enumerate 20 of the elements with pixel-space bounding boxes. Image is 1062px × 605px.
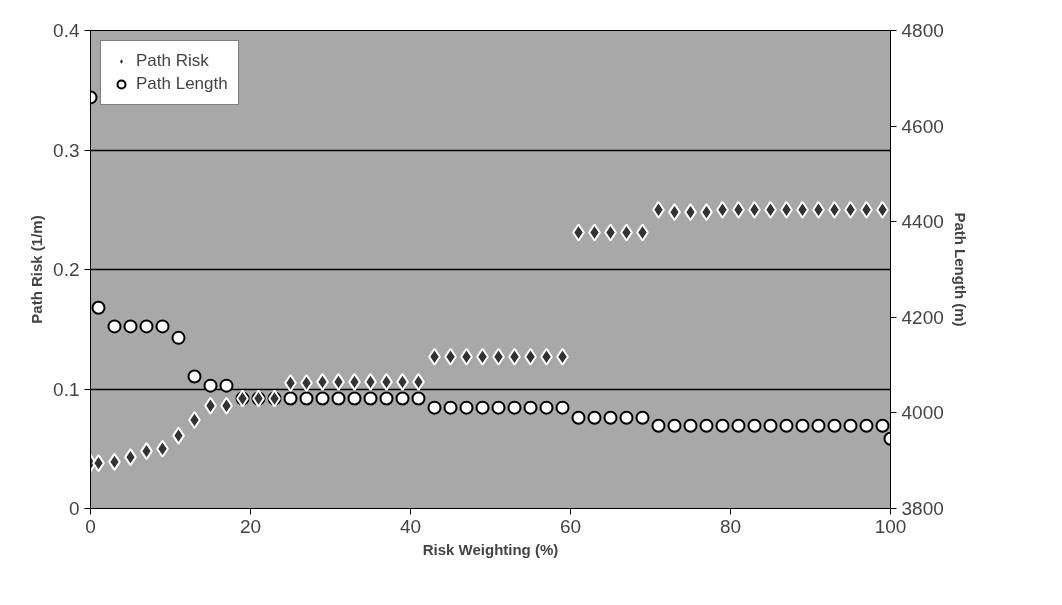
y-tick-label: 0.1 xyxy=(53,378,80,400)
y2-tick-label: 4000 xyxy=(901,402,944,424)
y-tick-label: 0.2 xyxy=(53,259,80,280)
y2-axis-title: Path Length (m) xyxy=(951,212,969,327)
y-tick-label: 0 xyxy=(68,498,80,519)
y2-tick-label: 4800 xyxy=(901,20,944,41)
y2-tick-label: 4400 xyxy=(901,211,944,233)
x-tick-label: 60 xyxy=(559,515,582,537)
y-tick-label: 0.3 xyxy=(53,139,80,161)
y2-tick-label: 4600 xyxy=(901,115,944,137)
y2-tick-label: 4200 xyxy=(901,306,944,328)
legend-label: Path Risk xyxy=(136,51,209,71)
y-axis-title: Path Risk (1/m) xyxy=(28,215,46,324)
x-tick-label: 40 xyxy=(399,515,422,537)
x-axis-title: Risk Weighting (%) xyxy=(422,540,559,558)
x-tick-label: 0 xyxy=(85,515,96,537)
legend-label: Path Length xyxy=(136,74,228,94)
y-tick-label: 0.4 xyxy=(53,20,80,41)
x-tick-label: 20 xyxy=(239,515,262,537)
x-tick-label: 80 xyxy=(719,515,742,537)
